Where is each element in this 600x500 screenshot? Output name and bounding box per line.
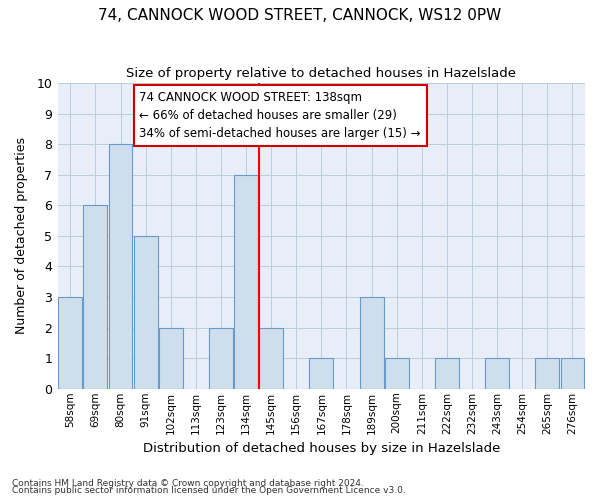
Text: Contains HM Land Registry data © Crown copyright and database right 2024.: Contains HM Land Registry data © Crown c… bbox=[12, 478, 364, 488]
Bar bbox=[485, 358, 509, 389]
Bar bbox=[535, 358, 559, 389]
Bar bbox=[259, 328, 283, 389]
Bar bbox=[209, 328, 233, 389]
Bar bbox=[359, 297, 383, 389]
Title: Size of property relative to detached houses in Hazelslade: Size of property relative to detached ho… bbox=[127, 68, 517, 80]
Text: 74 CANNOCK WOOD STREET: 138sqm
← 66% of detached houses are smaller (29)
34% of : 74 CANNOCK WOOD STREET: 138sqm ← 66% of … bbox=[139, 90, 421, 140]
Bar bbox=[385, 358, 409, 389]
Bar bbox=[58, 297, 82, 389]
Text: Contains public sector information licensed under the Open Government Licence v3: Contains public sector information licen… bbox=[12, 486, 406, 495]
Bar bbox=[435, 358, 459, 389]
Bar bbox=[234, 175, 258, 389]
Bar bbox=[83, 206, 107, 389]
Y-axis label: Number of detached properties: Number of detached properties bbox=[15, 138, 28, 334]
Bar bbox=[310, 358, 334, 389]
X-axis label: Distribution of detached houses by size in Hazelslade: Distribution of detached houses by size … bbox=[143, 442, 500, 455]
Bar bbox=[560, 358, 584, 389]
Bar bbox=[109, 144, 133, 389]
Bar bbox=[159, 328, 182, 389]
Bar bbox=[134, 236, 158, 389]
Text: 74, CANNOCK WOOD STREET, CANNOCK, WS12 0PW: 74, CANNOCK WOOD STREET, CANNOCK, WS12 0… bbox=[98, 8, 502, 22]
